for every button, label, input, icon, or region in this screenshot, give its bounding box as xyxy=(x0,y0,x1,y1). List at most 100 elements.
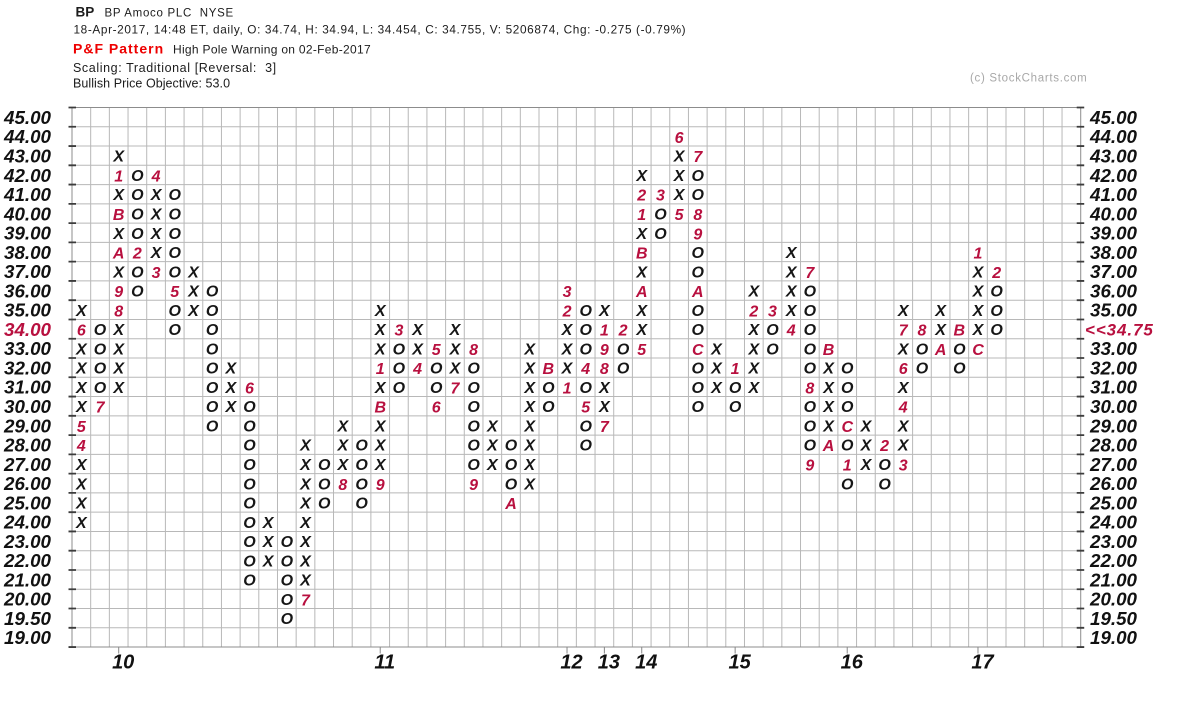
svg-text:O: O xyxy=(467,380,480,397)
svg-text:7: 7 xyxy=(96,400,106,417)
svg-text:O: O xyxy=(467,438,480,455)
svg-text:X: X xyxy=(897,438,910,455)
svg-text:5: 5 xyxy=(170,284,180,301)
svg-text:O: O xyxy=(169,303,182,320)
svg-text:7: 7 xyxy=(450,380,460,397)
svg-text:1: 1 xyxy=(843,458,852,475)
svg-text:20.00: 20.00 xyxy=(1089,589,1138,610)
svg-text:O: O xyxy=(579,438,592,455)
svg-text:B: B xyxy=(954,323,966,340)
svg-text:X: X xyxy=(374,438,387,455)
svg-text:6: 6 xyxy=(77,323,86,340)
svg-text:O: O xyxy=(692,380,705,397)
svg-text:X: X xyxy=(150,187,163,204)
svg-text:X: X xyxy=(374,303,387,320)
svg-text:BP Amoco PLC NYSE: BP Amoco PLC NYSE xyxy=(105,8,234,20)
svg-text:O: O xyxy=(355,476,368,493)
svg-text:X: X xyxy=(523,418,536,435)
svg-text:O: O xyxy=(169,322,182,339)
svg-text:28.00: 28.00 xyxy=(3,435,52,456)
svg-text:O: O xyxy=(766,322,779,339)
svg-text:X: X xyxy=(150,245,163,262)
svg-text:X: X xyxy=(75,457,88,474)
svg-text:18-Apr-2017, 14:48 ET, daily,: 18-Apr-2017, 14:48 ET, daily, O: 34.74, … xyxy=(74,22,687,36)
svg-text:3: 3 xyxy=(394,323,403,340)
svg-text:6: 6 xyxy=(675,130,684,147)
svg-text:O: O xyxy=(243,457,256,474)
svg-text:O: O xyxy=(467,418,480,435)
svg-text:C: C xyxy=(841,419,853,436)
svg-text:X: X xyxy=(299,438,312,455)
svg-text:O: O xyxy=(841,380,854,397)
svg-text:X: X xyxy=(785,245,798,262)
svg-text:41.00: 41.00 xyxy=(3,184,52,205)
svg-text:X: X xyxy=(934,303,947,320)
svg-text:X: X xyxy=(224,399,237,416)
svg-text:X: X xyxy=(747,361,760,378)
svg-text:X: X xyxy=(822,399,835,416)
svg-text:X: X xyxy=(822,418,835,435)
svg-text:O: O xyxy=(617,341,630,358)
svg-text:X: X xyxy=(224,361,237,378)
svg-text:X: X xyxy=(897,418,910,435)
svg-text:O: O xyxy=(692,168,705,185)
svg-text:X: X xyxy=(897,380,910,397)
svg-text:O: O xyxy=(355,438,368,455)
svg-text:O: O xyxy=(617,361,630,378)
svg-text:<<34.75: <<34.75 xyxy=(1085,321,1154,340)
svg-text:O: O xyxy=(505,438,518,455)
svg-text:X: X xyxy=(449,361,462,378)
svg-text:X: X xyxy=(635,264,648,281)
svg-text:1: 1 xyxy=(637,207,646,224)
svg-text:O: O xyxy=(953,361,966,378)
svg-text:X: X xyxy=(523,399,536,416)
svg-text:8: 8 xyxy=(338,477,347,494)
svg-text:X: X xyxy=(635,226,648,243)
svg-text:37.00: 37.00 xyxy=(4,261,52,282)
svg-text:O: O xyxy=(131,284,144,301)
svg-text:O: O xyxy=(355,496,368,513)
svg-text:3: 3 xyxy=(152,265,161,282)
svg-text:X: X xyxy=(523,476,536,493)
svg-text:30.00: 30.00 xyxy=(4,396,52,417)
svg-text:35.00: 35.00 xyxy=(4,300,52,321)
svg-text:8: 8 xyxy=(114,303,123,320)
svg-text:X: X xyxy=(112,380,125,397)
svg-text:O: O xyxy=(243,515,256,532)
svg-text:O: O xyxy=(243,418,256,435)
svg-text:X: X xyxy=(299,515,312,532)
svg-text:24.00: 24.00 xyxy=(3,512,52,533)
svg-text:O: O xyxy=(692,399,705,416)
svg-text:X: X xyxy=(337,418,350,435)
svg-text:X: X xyxy=(598,399,611,416)
svg-text:13: 13 xyxy=(598,652,620,674)
svg-text:5: 5 xyxy=(432,342,442,359)
svg-text:O: O xyxy=(243,553,256,570)
svg-text:38.00: 38.00 xyxy=(1090,242,1138,263)
svg-text:X: X xyxy=(561,322,574,339)
svg-text:3: 3 xyxy=(899,458,908,475)
svg-text:X: X xyxy=(785,264,798,281)
svg-text:26.00: 26.00 xyxy=(1089,473,1138,494)
svg-text:23.00: 23.00 xyxy=(3,531,52,552)
svg-text:O: O xyxy=(206,399,219,416)
svg-text:O: O xyxy=(692,187,705,204)
svg-text:O: O xyxy=(654,206,667,223)
svg-text:24.00: 24.00 xyxy=(1089,512,1138,533)
svg-text:X: X xyxy=(374,322,387,339)
svg-text:O: O xyxy=(579,341,592,358)
svg-text:X: X xyxy=(75,361,88,378)
svg-text:27.00: 27.00 xyxy=(1089,454,1138,475)
svg-text:12: 12 xyxy=(560,652,582,674)
svg-text:37.00: 37.00 xyxy=(1090,261,1138,282)
svg-text:X: X xyxy=(299,457,312,474)
svg-text:X: X xyxy=(673,149,686,166)
svg-text:O: O xyxy=(579,322,592,339)
svg-text:2: 2 xyxy=(618,323,628,340)
svg-text:X: X xyxy=(897,341,910,358)
svg-text:C: C xyxy=(972,342,984,359)
svg-text:X: X xyxy=(112,187,125,204)
svg-text:O: O xyxy=(579,380,592,397)
svg-text:O: O xyxy=(430,361,443,378)
svg-text:43.00: 43.00 xyxy=(1089,145,1138,166)
